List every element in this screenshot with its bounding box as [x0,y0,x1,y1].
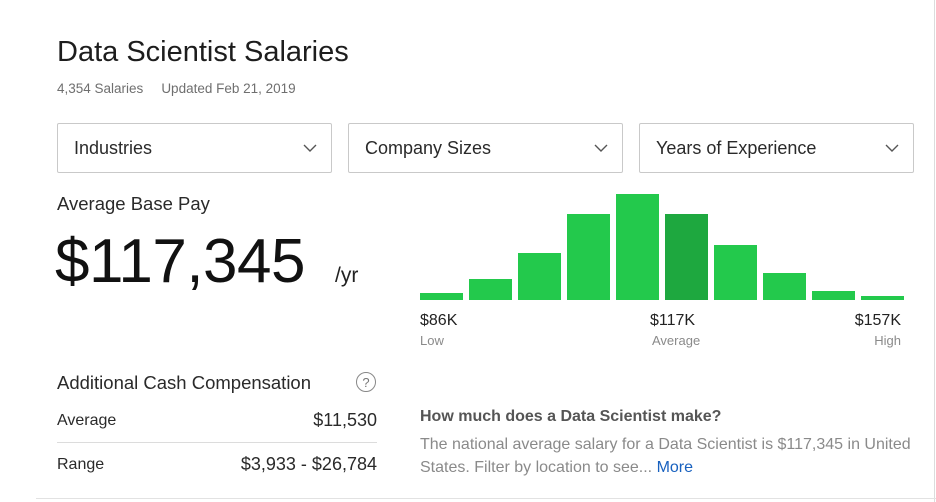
help-icon[interactable]: ? [356,372,376,392]
cash-range-row: Range $3,933 - $26,784 [57,443,377,487]
chevron-down-icon [594,144,608,152]
cash-average-label: Average [57,412,117,429]
salary-description-text: The national average salary for a Data S… [420,436,911,476]
company-sizes-dropdown-label: Company Sizes [365,137,492,158]
axis-high-label: High [874,333,901,348]
axis-low-label: Low [420,333,444,348]
average-base-pay-label: Average Base Pay [57,193,210,214]
histogram-bar-bin6 [665,214,708,300]
salary-meta: 4,354 Salaries Updated Feb 21, 2019 [57,81,296,96]
pay-period-unit: /yr [335,264,359,287]
salary-description: The national average salary for a Data S… [420,433,915,479]
histogram-bar-bin8 [763,273,806,300]
chevron-down-icon [303,144,317,152]
histogram-bar-bin3 [518,253,561,300]
cash-average-row: Average $11,530 [57,399,377,443]
more-link[interactable]: More [656,459,694,476]
histogram-bar-bin7 [714,245,757,300]
years-of-experience-dropdown-label: Years of Experience [656,137,817,158]
axis-low-value: $86K [420,312,458,329]
histogram-bar-bin9 [812,291,855,300]
cash-average-value: $11,530 [313,410,377,430]
cash-range-label: Range [57,456,105,473]
panel-bottom-border [36,498,936,499]
company-sizes-dropdown[interactable]: Company Sizes [348,123,623,173]
histogram-bar-bin10 [861,296,904,300]
axis-average-value: $117K [650,312,696,329]
updated-date: Updated Feb 21, 2019 [161,81,296,96]
chevron-down-icon [885,144,899,152]
industries-dropdown[interactable]: Industries [57,123,332,173]
histogram-bar-bin1 [420,293,463,300]
histogram-bar-bin2 [469,279,512,300]
cash-range-value: $3,933 - $26,784 [240,454,377,474]
axis-average-label: Average [652,333,701,348]
average-base-pay-value: $117,345 [55,227,306,296]
page-title: Data Scientist Salaries [57,36,349,68]
salary-histogram [420,194,904,300]
panel-right-border [934,0,935,502]
industries-dropdown-label: Industries [74,137,153,158]
salary-count: 4,354 Salaries [57,81,144,96]
years-of-experience-dropdown[interactable]: Years of Experience [639,123,914,173]
additional-cash-title: Additional Cash Compensation [57,372,312,393]
histogram-bar-bin4 [567,214,610,300]
axis-high-value: $157K [854,312,901,329]
salary-question-heading: How much does a Data Scientist make? [420,408,722,425]
histogram-bar-bin5 [616,194,659,300]
